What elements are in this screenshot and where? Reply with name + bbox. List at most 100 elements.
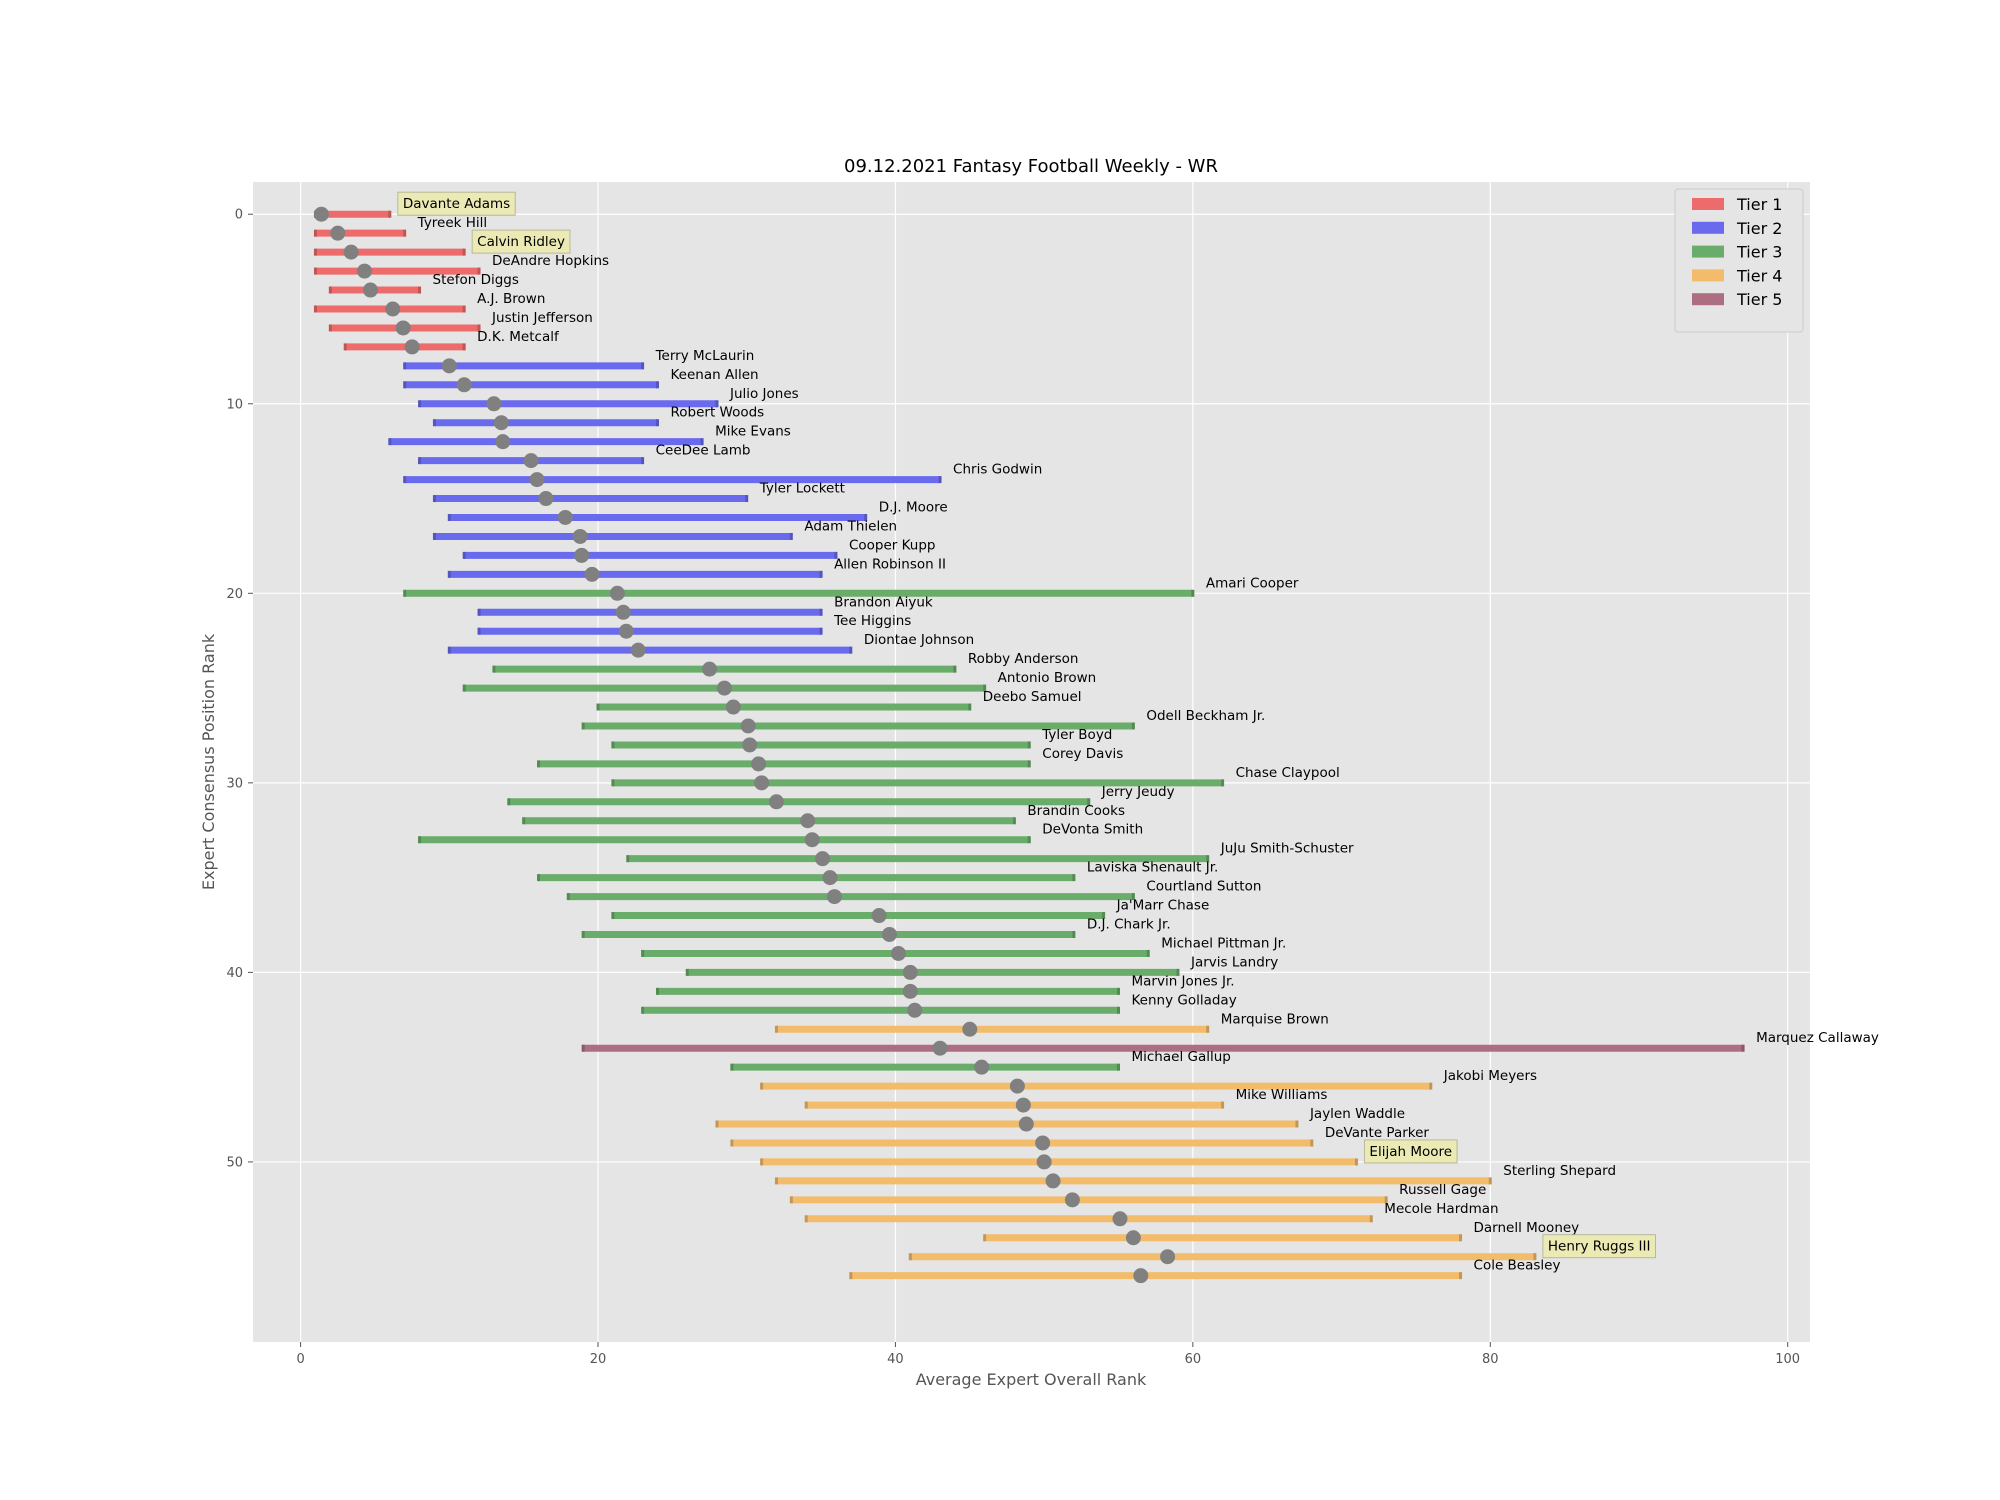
player-label: D.J. Chark Jr. [1087, 916, 1171, 932]
player-label: Jaylen Waddle [1309, 1106, 1405, 1122]
player-label: Deebo Samuel [983, 689, 1082, 705]
player-label: Diontae Johnson [864, 632, 974, 648]
player-label: Amari Cooper [1206, 575, 1299, 591]
avg-rank-marker [822, 870, 838, 886]
player-label: Allen Robinson II [834, 556, 946, 572]
x-tick-label: 60 [1185, 1352, 1202, 1367]
player-label: Jerry Jeudy [1101, 784, 1175, 800]
player-label: Tyler Lockett [759, 481, 845, 497]
avg-rank-marker [1112, 1211, 1128, 1227]
avg-rank-marker [804, 832, 820, 848]
avg-rank-marker [395, 320, 411, 336]
avg-rank-marker [362, 282, 378, 298]
player-label: D.K. Metcalf [477, 329, 560, 345]
x-tick-label: 40 [887, 1352, 904, 1367]
avg-rank-marker [1035, 1135, 1051, 1151]
player-label: Sterling Shepard [1503, 1163, 1616, 1179]
player-label: Kenny Golladay [1131, 992, 1236, 1008]
x-axis-ticks: 0 20 40 60 80 100 [296, 1342, 1800, 1367]
avg-rank-marker [751, 756, 767, 772]
legend-label: Tier 1 [1736, 195, 1782, 214]
player-label: Robby Anderson [968, 651, 1079, 667]
avg-rank-marker [441, 358, 457, 374]
player-avg-markers [313, 206, 1176, 1284]
avg-rank-marker [572, 528, 588, 544]
player-label: Ja'Marr Chase [1116, 898, 1210, 914]
player-label: Henry Ruggs III [1548, 1239, 1651, 1255]
legend-label: Tier 3 [1736, 243, 1782, 262]
x-tick-label: 80 [1482, 1352, 1499, 1367]
y-axis-label: Expert Consensus Position Rank [199, 633, 218, 890]
avg-rank-marker [404, 339, 420, 355]
player-label: Jarvis Landry [1190, 954, 1278, 970]
avg-rank-marker [702, 661, 718, 677]
avg-rank-marker [800, 813, 816, 829]
player-label: Tyreek Hill [417, 215, 488, 231]
plot-background [253, 182, 1810, 1342]
player-label: Robert Woods [670, 405, 764, 421]
avg-rank-marker [495, 434, 511, 450]
player-label: Jakobi Meyers [1443, 1068, 1537, 1084]
avg-rank-marker [486, 396, 502, 412]
player-label-highlight [471, 229, 571, 254]
avg-rank-marker [826, 889, 842, 905]
y-tick-label: 50 [226, 1155, 243, 1170]
y-tick-label: 0 [235, 208, 243, 223]
y-tick-label: 10 [226, 397, 243, 412]
player-label: Cooper Kupp [849, 537, 936, 553]
player-label: JuJu Smith-Schuster [1220, 841, 1354, 857]
avg-rank-marker [1045, 1173, 1061, 1189]
avg-rank-marker [357, 263, 373, 279]
player-label: Calvin Ridley [477, 234, 565, 250]
avg-rank-marker [609, 585, 625, 601]
player-label: Marquise Brown [1221, 1011, 1329, 1027]
chart-title: 09.12.2021 Fantasy Football Weekly - WR [844, 156, 1218, 177]
player-label: Marvin Jones Jr. [1131, 973, 1234, 989]
avg-rank-marker [890, 945, 906, 961]
avg-rank-marker [1015, 1097, 1031, 1113]
player-label: DeVonta Smith [1042, 822, 1143, 838]
avg-rank-marker [574, 547, 590, 563]
avg-rank-marker [907, 1002, 923, 1018]
player-label-highlight [1542, 1234, 1656, 1259]
player-label: Russell Gage [1399, 1182, 1486, 1198]
legend-label: Tier 5 [1736, 290, 1782, 309]
avg-rank-marker [630, 642, 646, 658]
avg-rank-marker [768, 794, 784, 810]
avg-rank-marker [1160, 1249, 1176, 1265]
player-label: Marquez Callaway [1756, 1030, 1879, 1046]
player-label: Julio Jones [729, 386, 799, 402]
player-label: Cole Beasley [1474, 1258, 1561, 1274]
player-label: Terry McLaurin [655, 348, 755, 364]
player-label: Corey Davis [1042, 746, 1123, 762]
player-label: Laviska Shenault Jr. [1087, 860, 1218, 876]
avg-rank-marker [523, 453, 539, 469]
x-tick-label: 20 [590, 1352, 607, 1367]
avg-rank-marker [584, 566, 600, 582]
player-label: Adam Thielen [804, 518, 897, 534]
player-label: Stefon Diggs [433, 272, 519, 288]
avg-rank-marker [456, 377, 472, 393]
avg-rank-marker [618, 623, 634, 639]
y-tick-label: 30 [226, 776, 243, 791]
player-label: Justin Jefferson [491, 310, 593, 326]
x-axis-label: Average Expert Overall Rank [916, 1370, 1147, 1389]
avg-rank-marker [343, 244, 359, 260]
player-label: Darnell Mooney [1474, 1220, 1580, 1236]
player-label: Davante Adams [403, 196, 510, 212]
avg-rank-marker [902, 964, 918, 980]
player-label: A.J. Brown [477, 291, 545, 307]
avg-rank-marker [493, 415, 509, 431]
legend: Tier 1 Tier 2 Tier 3 Tier 4 Tier 5 [1674, 188, 1804, 333]
legend-swatch [1692, 245, 1724, 258]
player-label-highlight [397, 191, 516, 216]
player-label: Courtland Sutton [1146, 879, 1261, 895]
avg-rank-marker [1125, 1230, 1141, 1246]
y-axis-ticks: 0 10 20 30 40 50 [226, 208, 253, 1170]
avg-rank-marker [725, 699, 741, 715]
avg-rank-marker [881, 926, 897, 942]
player-label: Mike Evans [715, 424, 791, 440]
x-tick-label: 100 [1775, 1352, 1800, 1367]
y-tick-label: 20 [226, 587, 243, 602]
